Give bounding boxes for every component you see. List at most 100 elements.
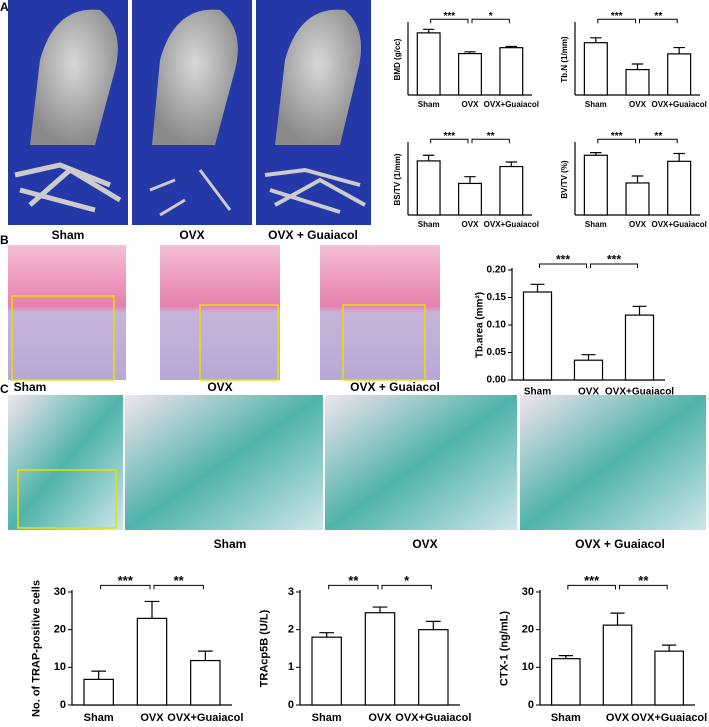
y-tick-label: 10 bbox=[522, 661, 534, 673]
error-bar bbox=[632, 305, 647, 316]
x-tick-label: Sham bbox=[551, 712, 581, 724]
bar bbox=[83, 678, 114, 706]
error-bar bbox=[422, 28, 435, 33]
y-tick-label: 1 bbox=[288, 661, 294, 673]
error-bar bbox=[581, 354, 596, 361]
panel-letter: A bbox=[0, 0, 9, 14]
x-tick-label: Sham bbox=[418, 100, 440, 109]
bar bbox=[551, 658, 581, 706]
significance-label: *** bbox=[556, 253, 570, 267]
y-tick-label: 30 bbox=[54, 586, 66, 598]
x-tick-label: OVX bbox=[629, 100, 647, 109]
micro-ct-images bbox=[8, 0, 371, 225]
x-tick-label: OVX+Guaiacol bbox=[605, 387, 674, 398]
y-tick-label: 0.00 bbox=[487, 375, 507, 386]
y-tick-label: 20 bbox=[54, 624, 66, 636]
image-caption: OVX bbox=[412, 537, 437, 551]
significance-bracket bbox=[100, 584, 151, 590]
y-tick-label: 20 bbox=[522, 624, 534, 636]
y-axis-label: No. of TRAP-positive cells bbox=[31, 580, 43, 717]
trap-stain-images bbox=[8, 395, 706, 530]
y-axis-label: BMD (g/cc) bbox=[393, 38, 402, 80]
error-bar bbox=[144, 600, 160, 619]
error-bar bbox=[91, 670, 106, 680]
y-axis-label: TRAcp5B (U/L) bbox=[259, 609, 271, 687]
x-tick-label: OVX+Guaiacol bbox=[484, 220, 539, 229]
significance-bracket bbox=[471, 18, 510, 24]
significance-label: *** bbox=[443, 131, 455, 142]
bar bbox=[667, 53, 692, 96]
x-tick-label: OVX bbox=[462, 220, 480, 229]
bar bbox=[522, 291, 553, 381]
bar bbox=[499, 47, 524, 96]
bar bbox=[416, 32, 441, 96]
bar bbox=[458, 182, 482, 216]
image-caption: OVX + Guaiacol bbox=[268, 228, 358, 242]
y-axis-label: BS/TV (1/mm) bbox=[393, 153, 402, 205]
panel-letter: C bbox=[0, 382, 9, 396]
panel-letter: B bbox=[0, 233, 9, 247]
error-bar bbox=[610, 612, 625, 626]
image-caption: Sham bbox=[214, 537, 247, 551]
significance-bracket bbox=[430, 18, 469, 24]
bar bbox=[416, 160, 441, 216]
significance-label: *** bbox=[607, 253, 621, 267]
y-tick-label: 0 bbox=[528, 699, 534, 711]
significance-label: ** bbox=[174, 573, 185, 588]
error-bar bbox=[505, 161, 518, 167]
significance-bracket bbox=[619, 584, 668, 590]
y-tick-label: 30 bbox=[522, 586, 534, 598]
x-tick-label: OVX bbox=[368, 712, 392, 724]
image-caption: OVX bbox=[207, 380, 232, 394]
bar bbox=[364, 612, 396, 706]
bar bbox=[311, 636, 342, 706]
bar bbox=[583, 154, 608, 216]
x-tick-label: Sham bbox=[524, 387, 551, 398]
significance-bracket bbox=[328, 584, 379, 590]
significance-label: *** bbox=[611, 131, 623, 142]
y-axis-label: Tb.area (mm²) bbox=[475, 292, 486, 358]
error-bar bbox=[464, 176, 476, 184]
significance-label: * bbox=[404, 573, 410, 588]
significance-bracket bbox=[639, 18, 678, 24]
bar bbox=[625, 182, 650, 216]
bar bbox=[499, 165, 524, 216]
image-caption: OVX + Guaiacol bbox=[350, 380, 440, 394]
significance-label: *** bbox=[611, 11, 623, 22]
x-tick-label: OVX bbox=[629, 220, 647, 229]
x-tick-label: OVX+Guaiacol bbox=[167, 712, 243, 724]
error-bar bbox=[590, 152, 602, 156]
bar bbox=[667, 160, 692, 216]
x-tick-label: OVX bbox=[606, 712, 630, 724]
error-bar bbox=[662, 644, 677, 652]
x-tick-label: Sham bbox=[312, 712, 342, 724]
significance-label: * bbox=[489, 11, 493, 22]
error-bar bbox=[673, 152, 685, 162]
x-tick-label: OVX+Guaiacol bbox=[395, 712, 471, 724]
x-tick-label: OVX+Guaiacol bbox=[651, 220, 706, 229]
bar bbox=[583, 42, 608, 96]
significance-bracket bbox=[153, 584, 204, 590]
error-bar bbox=[631, 175, 644, 183]
x-tick-label: OVX bbox=[140, 712, 164, 724]
bar bbox=[625, 68, 650, 96]
x-tick-label: OVX bbox=[578, 387, 599, 398]
image-caption: Sham bbox=[14, 380, 47, 394]
significance-label: ** bbox=[654, 11, 662, 22]
x-tick-label: OVX+Guaiacol bbox=[631, 712, 707, 724]
y-tick-label: 0 bbox=[60, 699, 66, 711]
x-tick-label: Sham bbox=[585, 100, 607, 109]
error-bar bbox=[590, 37, 602, 43]
x-tick-label: Sham bbox=[585, 220, 607, 229]
error-bar bbox=[673, 46, 685, 54]
significance-bracket bbox=[430, 138, 469, 144]
significance-bracket bbox=[567, 584, 616, 590]
significance-bracket bbox=[597, 138, 636, 144]
y-axis-label: BV/TV (%) bbox=[560, 160, 569, 199]
y-axis-label: Tb.N (1/mm) bbox=[560, 36, 569, 83]
error-bar bbox=[558, 655, 573, 659]
significance-bracket bbox=[597, 18, 636, 24]
error-bar bbox=[319, 632, 334, 638]
significance-label: ** bbox=[348, 573, 359, 588]
